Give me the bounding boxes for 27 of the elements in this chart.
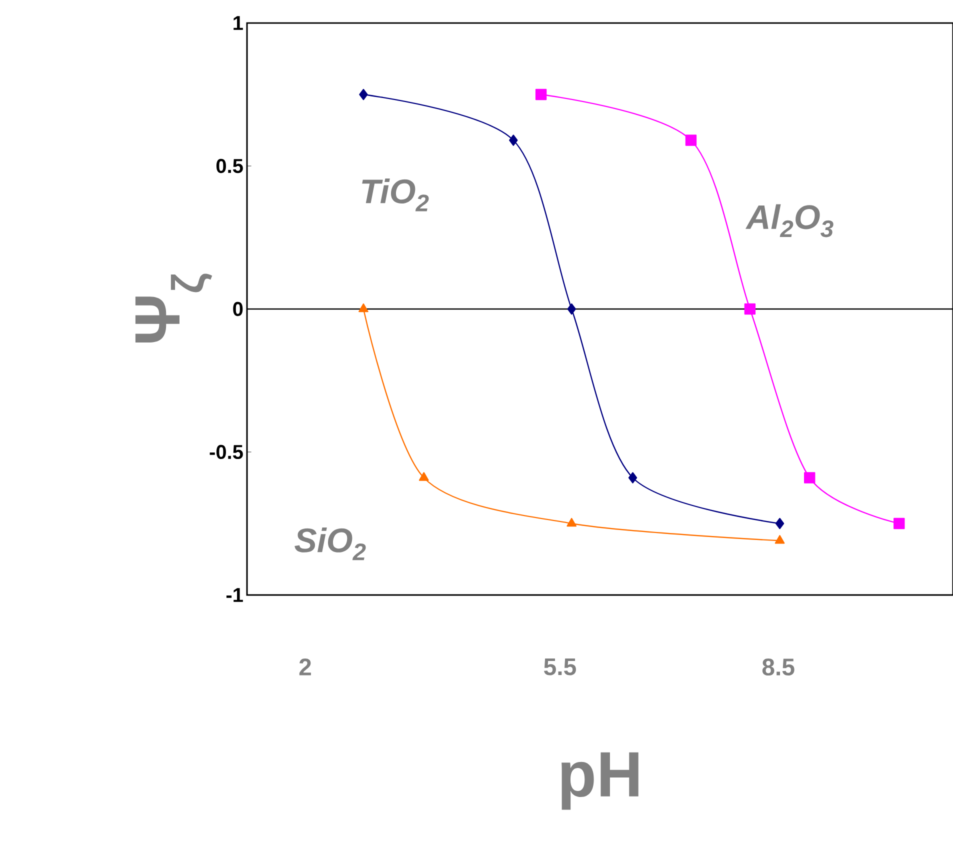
- point: [509, 134, 518, 146]
- series-label: Al$_{2}$O$_{3}$: [746, 204, 834, 238]
- point: [775, 518, 784, 530]
- y-tick-label: 0: [233, 302, 243, 316]
- point: [685, 134, 697, 146]
- text: TiO$_{2}$: [362, 178, 429, 212]
- point: [894, 518, 905, 530]
- text: SiO$_{2}$: [294, 527, 366, 560]
- point: [774, 535, 785, 544]
- point: [359, 88, 368, 100]
- x-tick-label: 5.5: [544, 658, 576, 676]
- y-tick-label: 1: [234, 16, 243, 30]
- y-tick-label: -0.5: [210, 444, 243, 460]
- point: [804, 472, 816, 484]
- point: [566, 518, 577, 527]
- point: [744, 303, 756, 315]
- point: [358, 303, 368, 312]
- y-tick-label: -1: [226, 588, 243, 602]
- x-axis-title: pH: [562, 752, 638, 810]
- point: [418, 472, 429, 481]
- y-tick-label: 0.5: [216, 158, 243, 174]
- point: [628, 472, 638, 484]
- point: [535, 88, 547, 100]
- y-axis-title: Ψ$_{ζ}$: [135, 274, 212, 342]
- point: [567, 303, 576, 315]
- x-tick-label: 2: [299, 658, 311, 676]
- x-tick-label: 8.5: [762, 658, 794, 676]
